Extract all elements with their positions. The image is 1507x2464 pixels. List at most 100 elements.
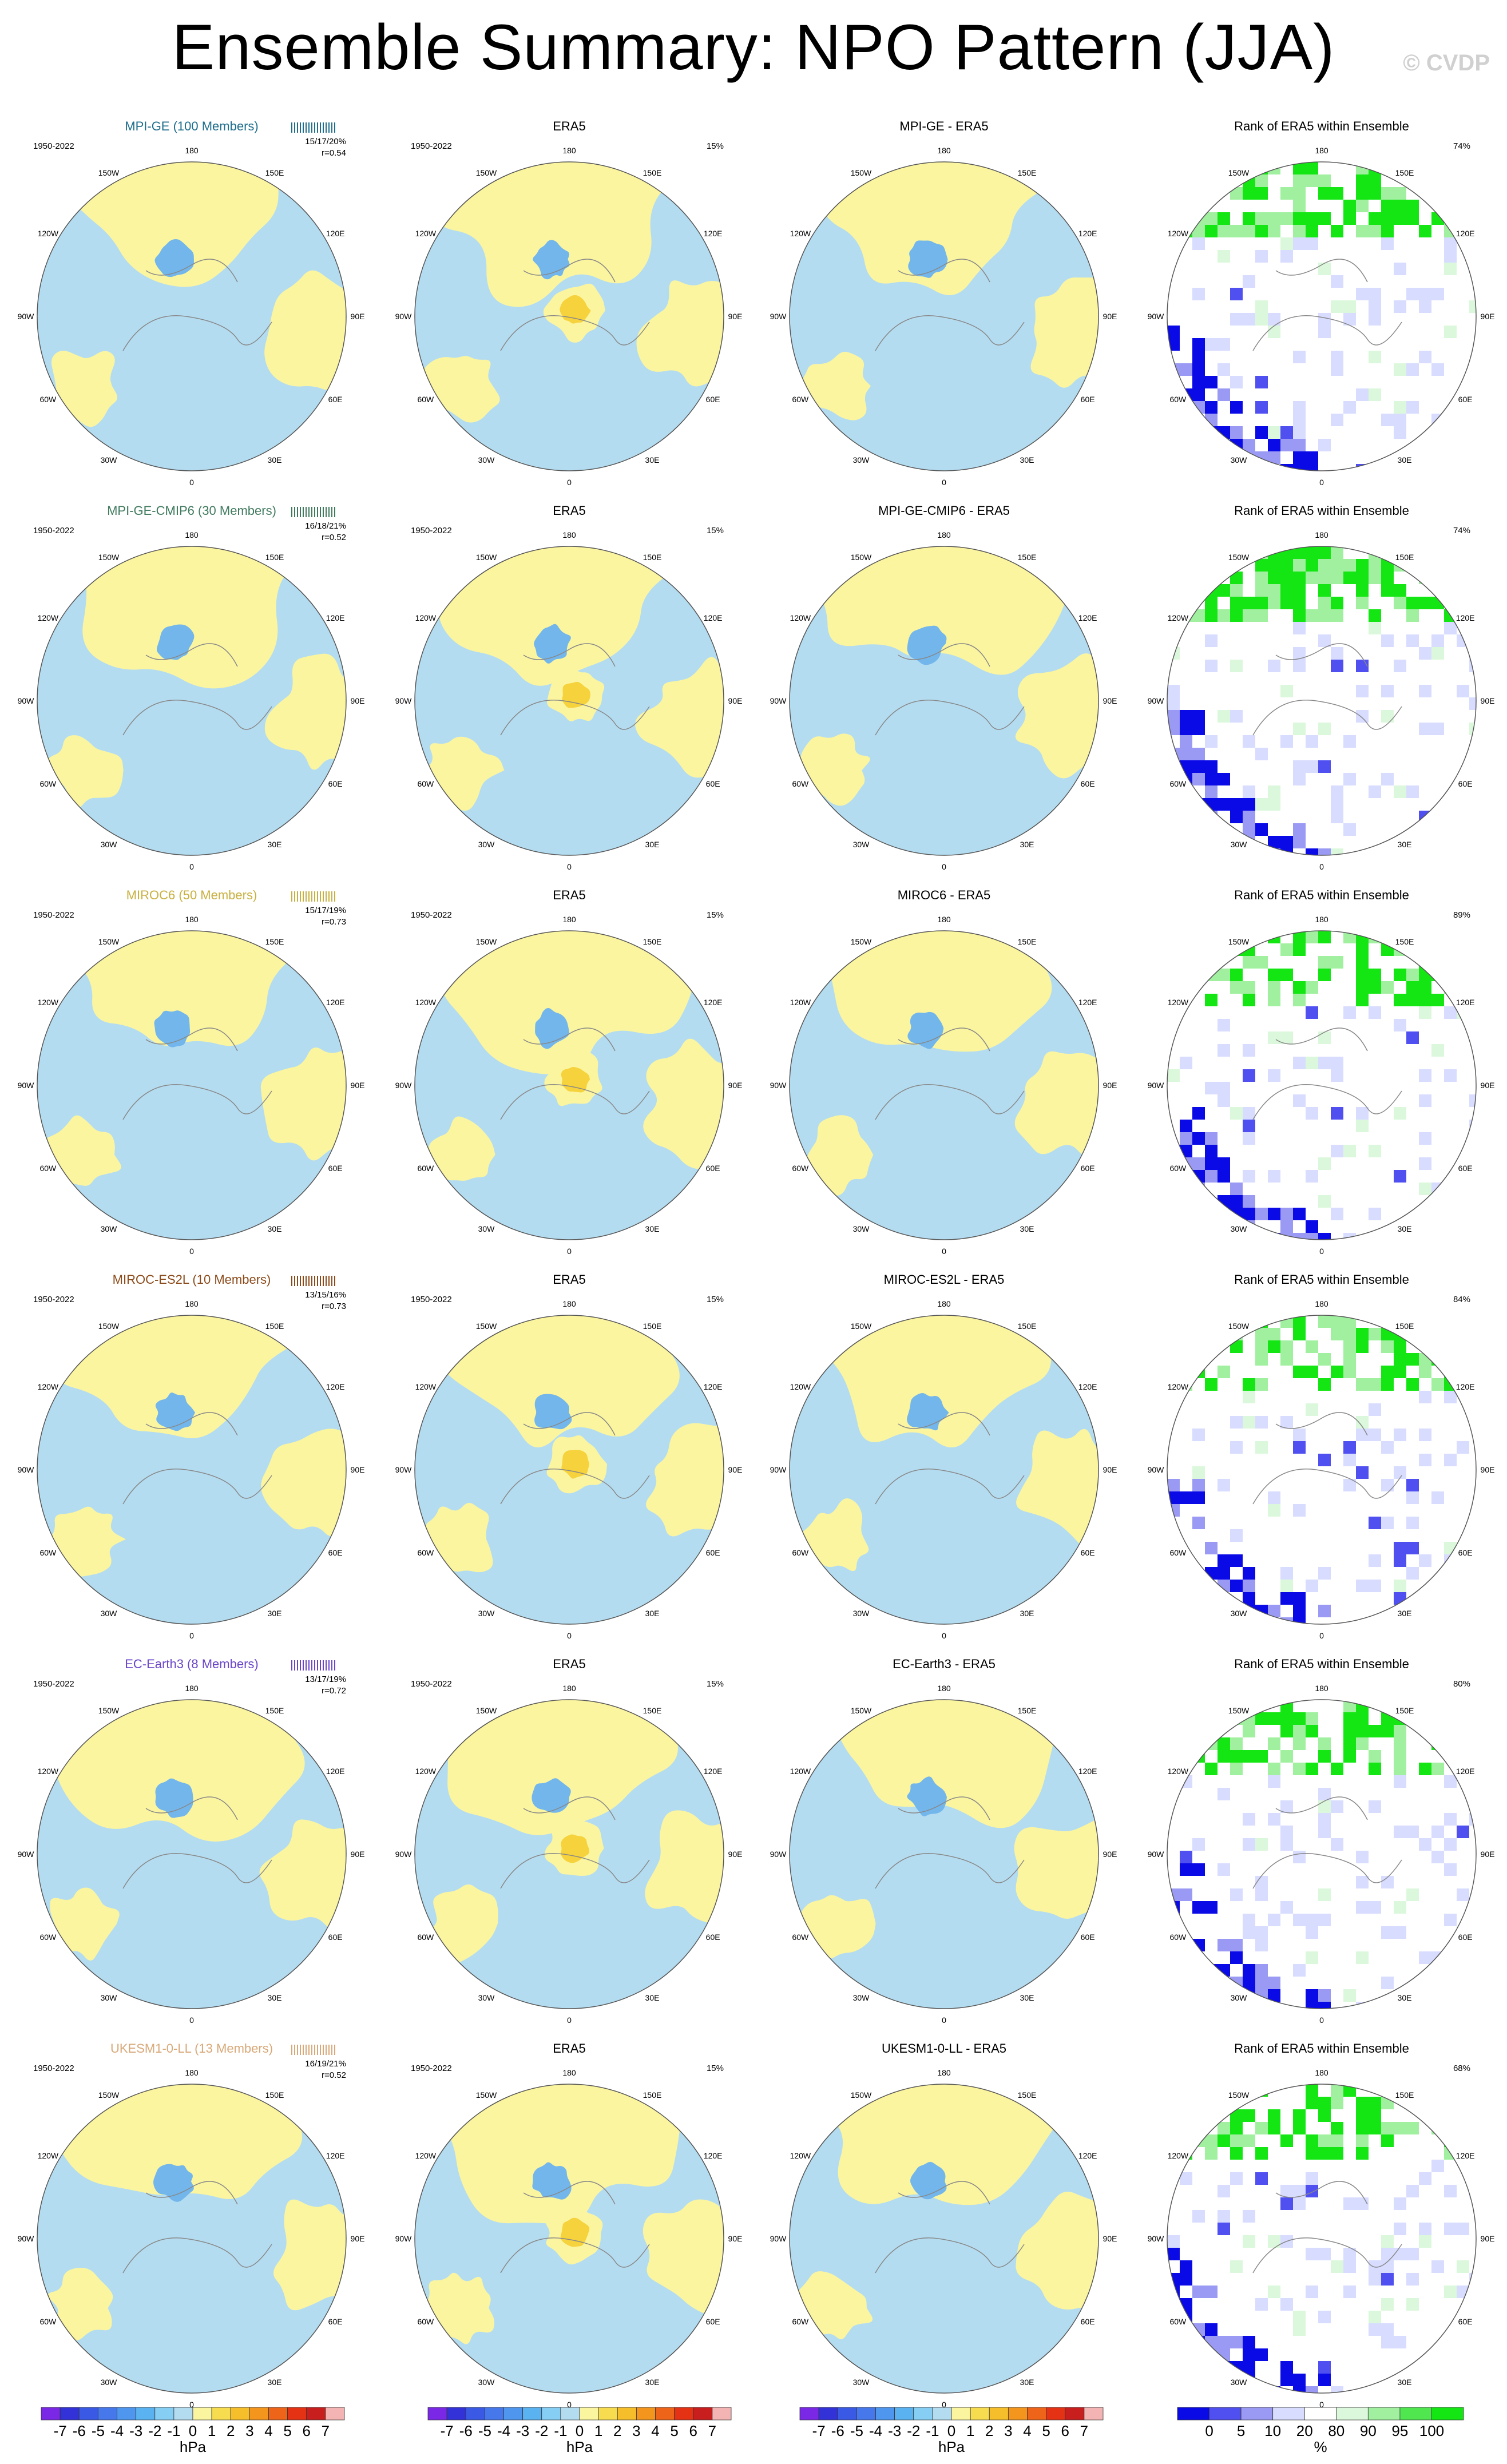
- period-label: 1950-2022: [411, 910, 452, 920]
- colorbar-tick-label: 5: [1237, 2422, 1245, 2439]
- hpa-colorbar: -7 -6 -5 -4 -3 -2 -1 0 1 2 3 4 5 6 7 hPa: [427, 2407, 732, 2455]
- period-label: 1950-2022: [33, 1295, 74, 1304]
- colorbar-swatch: [306, 2407, 326, 2421]
- pattern-correlation: r=0.52: [322, 2070, 346, 2080]
- colorbar-tick-label: 100: [1419, 2422, 1444, 2439]
- difference-map-row3: 180 150E 120E 90E 60E 30E 0 30W 60W 90W 120W 150W: [770, 915, 1117, 1256]
- colorbar-swatch: [154, 2407, 175, 2421]
- lon-label: 120E: [704, 613, 723, 622]
- lon-label: 60E: [1081, 1164, 1095, 1173]
- lon-label: 60E: [706, 1548, 720, 1557]
- colorbar-swatch: [1336, 2407, 1369, 2421]
- lon-label: 150W: [98, 2090, 120, 2100]
- colorbar-tick-label: 20: [1296, 2422, 1313, 2439]
- colorbar-swatch: [60, 2407, 80, 2421]
- era5-title: ERA5: [553, 1657, 585, 1671]
- lon-label: 150E: [265, 2090, 284, 2100]
- lon-label: 120W: [415, 229, 437, 238]
- lon-label: 180: [937, 1684, 951, 1693]
- period-label: 1950-2022: [33, 2064, 74, 2073]
- lon-label: 180: [185, 530, 199, 539]
- rank-title: Rank of ERA5 within Ensemble: [1234, 2041, 1409, 2056]
- lon-label: 150E: [1018, 1706, 1037, 1715]
- lon-label: 150W: [851, 553, 872, 562]
- lon-label: 60E: [1458, 1933, 1473, 1942]
- lon-label: 120E: [1078, 2151, 1097, 2160]
- percent-stats: 16/18/21%: [305, 521, 346, 531]
- colorbar-tick-label: 7: [1080, 2422, 1088, 2439]
- lon-label: 60E: [1458, 779, 1473, 788]
- lon-label: 180: [562, 146, 576, 155]
- lon-label: 0: [942, 2400, 946, 2409]
- lon-label: 30E: [645, 840, 660, 849]
- rank-percent: 84%: [1453, 1295, 1470, 1304]
- lon-label: 90W: [1148, 1465, 1165, 1474]
- lon-label: 90W: [770, 1465, 787, 1474]
- lon-label: 30E: [1398, 2378, 1412, 2387]
- ensemble-map-row6: 180 150E 120E 90E 60E 30E 0 30W 60W 90W 120W 150W: [18, 2068, 365, 2409]
- lon-label: 90E: [728, 1850, 743, 1859]
- colorbar-swatch: [1177, 2407, 1209, 2421]
- lon-label: 0: [942, 862, 946, 871]
- lon-label: 120W: [790, 229, 811, 238]
- lon-label: 90E: [728, 1465, 743, 1474]
- lon-label: 150W: [1228, 2090, 1250, 2100]
- lon-label: 90E: [351, 696, 365, 705]
- period-label: 1950-2022: [411, 1295, 452, 1304]
- colorbar-swatch: [970, 2407, 990, 2421]
- lon-label: 150W: [1228, 1322, 1250, 1331]
- lon-label: 150E: [1395, 1322, 1414, 1331]
- colorbar-swatch: [693, 2407, 713, 2421]
- lon-label: 120W: [38, 1767, 59, 1776]
- lon-label: 120E: [1456, 1382, 1475, 1391]
- rank-title: Rank of ERA5 within Ensemble: [1234, 888, 1409, 902]
- colorbar-swatch: [484, 2407, 504, 2421]
- lon-label: 0: [1319, 2400, 1324, 2409]
- colorbar-swatch: [173, 2407, 193, 2421]
- lon-label: 90W: [18, 1465, 35, 1474]
- colorbar-swatch: [1431, 2407, 1464, 2421]
- colorbar-tick-label: 95: [1391, 2422, 1408, 2439]
- lon-label: 0: [567, 1631, 572, 1640]
- colorbar-swatch: [655, 2407, 675, 2421]
- percent-stats: 15/17/20%: [305, 137, 346, 146]
- lon-label: 150E: [265, 937, 284, 946]
- lon-label: 60W: [792, 395, 809, 404]
- colorbar-swatch: [1304, 2407, 1337, 2421]
- lon-label: 90W: [18, 2234, 35, 2243]
- rank-percent: 74%: [1453, 141, 1470, 151]
- colorbar-swatch: [230, 2407, 250, 2421]
- lon-label: 90E: [1103, 2234, 1117, 2243]
- rank-map-row6: 180 150E 120E 90E 60E 30E 0 30W 60W 90W 120W 150W: [1148, 2068, 1495, 2409]
- lon-label: 90E: [1103, 696, 1117, 705]
- ensemble-map-row5: 180 150E 120E 90E 60E 30E 0 30W 60W 90W 120W 150W: [18, 1684, 365, 2025]
- colorbar-swatch: [503, 2407, 524, 2421]
- lon-label: 150W: [851, 2090, 872, 2100]
- lon-label: 30E: [1398, 1224, 1412, 1233]
- lon-label: 150W: [1228, 1706, 1250, 1715]
- lon-label: 0: [189, 478, 194, 487]
- rank-title: Rank of ERA5 within Ensemble: [1234, 1657, 1409, 1671]
- colorbar-tick-label: -1: [926, 2422, 939, 2439]
- colorbar-swatch: [1367, 2407, 1401, 2421]
- period-label: 1950-2022: [33, 526, 74, 535]
- colorbar-swatch: [1027, 2407, 1047, 2421]
- rank-title: Rank of ERA5 within Ensemble: [1234, 1272, 1409, 1287]
- lon-label: 30W: [101, 1993, 118, 2002]
- colorbar-tick-label: 7: [708, 2422, 716, 2439]
- era5-map-row3: 180 150E 120E 90E 60E 30E 0 30W 60W 90W 120W 150W: [395, 915, 743, 1256]
- colorbar-tick-label: -2: [535, 2422, 548, 2439]
- lon-label: 120E: [326, 613, 345, 622]
- lon-label: 30W: [478, 1609, 495, 1618]
- ensemble-title: MIROC-ES2L (10 Members): [113, 1272, 271, 1287]
- era5-percent: 15%: [707, 526, 724, 535]
- colorbar-tick-label: -6: [459, 2422, 473, 2439]
- lon-label: 0: [1319, 1247, 1324, 1256]
- lon-label: 120E: [1078, 229, 1097, 238]
- lon-label: 30W: [478, 1224, 495, 1233]
- lon-label: 60E: [328, 1548, 343, 1557]
- lon-label: 150W: [476, 553, 497, 562]
- colorbar-tick-label: -7: [54, 2422, 67, 2439]
- lon-label: 150E: [643, 553, 662, 562]
- colorbar-swatch: [837, 2407, 857, 2421]
